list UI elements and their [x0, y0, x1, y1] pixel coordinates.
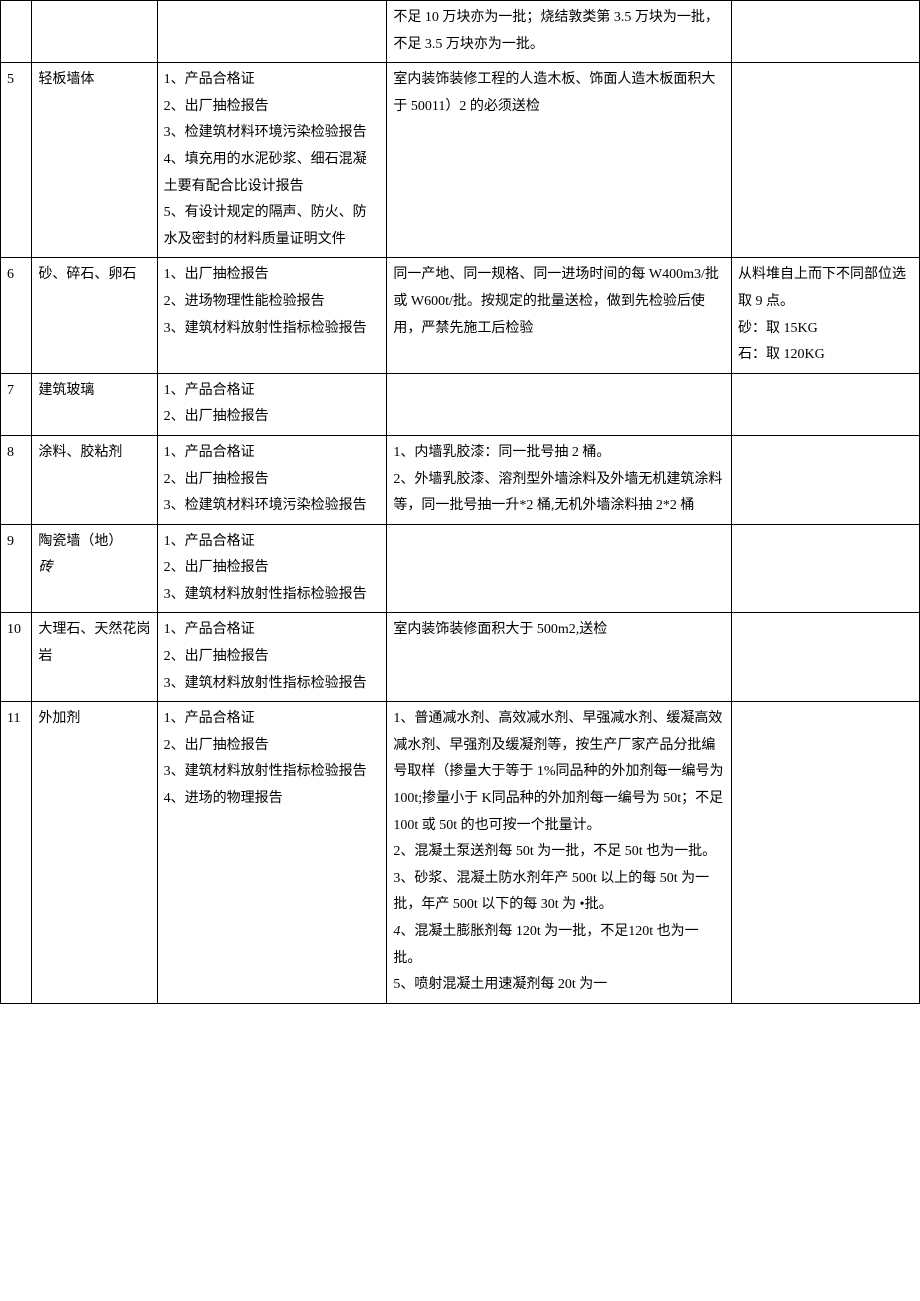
cell-name: 建筑玻璃 [32, 373, 157, 435]
cell-no: 10 [1, 613, 32, 702]
cell-no: 11 [1, 702, 32, 1004]
cell-note [732, 373, 920, 435]
batch-para-4-rest: 、混凝土膨胀剂每 120t 为一批，不足120t 也为一批。 [393, 924, 698, 966]
materials-table: 不足 10 万块亦为一批；烧结敦类第 3.5 万块为一批，不足 3.5 万块亦为… [0, 0, 920, 1004]
cell-batch: 室内装饰装修工程的人造木板、饰面人造木板面积大于 50011）2 的必须送检 [387, 63, 732, 258]
cell-note [732, 63, 920, 258]
table-row: 7 建筑玻璃 1、产品合格证2、出厂抽检报告 [1, 373, 920, 435]
cell-batch: 同一产地、同一规格、同一进场时间的每 W400m3/批或 W600t/批。按规定… [387, 258, 732, 373]
cell-name-line2: 砖 [38, 560, 52, 575]
cell-name [32, 1, 157, 63]
cell-docs: 1、产品合格证2、出厂抽检报告 [157, 373, 387, 435]
cell-note: 从料堆自上而下不同部位选取 9 点。砂：取 15KG石：取 120KG [732, 258, 920, 373]
cell-no [1, 1, 32, 63]
cell-docs [157, 1, 387, 63]
cell-docs: 1、产品合格证2、出厂抽检报告3、建筑材料放射性指标检验报告 [157, 613, 387, 702]
cell-docs: 1、产品合格证2、出厂抽检报告3、检建筑材料环境污染检验报告4、填充用的水泥砂浆… [157, 63, 387, 258]
table-row: 10 大理石、天然花岗岩 1、产品合格证2、出厂抽检报告3、建筑材料放射性指标检… [1, 613, 920, 702]
table-row: 9 陶瓷墙（地） 砖 1、产品合格证2、出厂抽检报告3、建筑材料放射性指标检验报… [1, 524, 920, 613]
cell-docs: 1、出厂抽检报告2、进场物理性能检验报告3、建筑材料放射性指标检验报告 [157, 258, 387, 373]
cell-name: 轻板墙体 [32, 63, 157, 258]
cell-batch [387, 373, 732, 435]
batch-para-2: 2、混凝土泵送剂每 50t 为一批，不足 50t 也为一批。 [393, 844, 716, 859]
cell-no: 9 [1, 524, 32, 613]
cell-note [732, 702, 920, 1004]
table-row: 11 外加剂 1、产品合格证2、出厂抽检报告3、建筑材料放射性指标检验报告4、进… [1, 702, 920, 1004]
cell-note [732, 524, 920, 613]
cell-name: 涂料、胶粘剂 [32, 435, 157, 524]
batch-para-5: 5、喷射混凝土用速凝剂每 20t 为一 [393, 977, 607, 992]
cell-no: 8 [1, 435, 32, 524]
cell-no: 6 [1, 258, 32, 373]
table-row: 不足 10 万块亦为一批；烧结敦类第 3.5 万块为一批，不足 3.5 万块亦为… [1, 1, 920, 63]
cell-name: 陶瓷墙（地） 砖 [32, 524, 157, 613]
batch-para-1: 1、普通减水剂、高效减水剂、早强减水剂、缓凝高效减水剂、早强剂及缓凝剂等，按生产… [393, 711, 723, 832]
batch-para-3: 3、砂浆、混凝土防水剂年产 500t 以上的每 50t 为一批，年产 500t … [393, 871, 709, 913]
cell-batch: 不足 10 万块亦为一批；烧结敦类第 3.5 万块为一批，不足 3.5 万块亦为… [387, 1, 732, 63]
cell-name: 大理石、天然花岗岩 [32, 613, 157, 702]
cell-no: 5 [1, 63, 32, 258]
cell-no: 7 [1, 373, 32, 435]
cell-note [732, 613, 920, 702]
cell-docs: 1、产品合格证2、出厂抽检报告3、建筑材料放射性指标检验报告 [157, 524, 387, 613]
cell-name-line1: 陶瓷墙（地） [38, 534, 122, 549]
table-row: 8 涂料、胶粘剂 1、产品合格证2、出厂抽检报告3、检建筑材料环境污染检验报告 … [1, 435, 920, 524]
cell-batch [387, 524, 732, 613]
cell-note [732, 435, 920, 524]
table-row: 6 砂、碎石、卵石 1、出厂抽检报告2、进场物理性能检验报告3、建筑材料放射性指… [1, 258, 920, 373]
cell-batch: 1、普通减水剂、高效减水剂、早强减水剂、缓凝高效减水剂、早强剂及缓凝剂等，按生产… [387, 702, 732, 1004]
cell-docs: 1、产品合格证2、出厂抽检报告3、建筑材料放射性指标检验报告4、进场的物理报告 [157, 702, 387, 1004]
cell-name: 砂、碎石、卵石 [32, 258, 157, 373]
cell-batch: 1、内墙乳胶漆：同一批号抽 2 桶。2、外墙乳胶漆、溶剂型外墙涂料及外墙无机建筑… [387, 435, 732, 524]
table-row: 5 轻板墙体 1、产品合格证2、出厂抽检报告3、检建筑材料环境污染检验报告4、填… [1, 63, 920, 258]
cell-batch: 室内装饰装修面积大于 500m2,送检 [387, 613, 732, 702]
cell-docs: 1、产品合格证2、出厂抽检报告3、检建筑材料环境污染检验报告 [157, 435, 387, 524]
cell-name: 外加剂 [32, 702, 157, 1004]
cell-note [732, 1, 920, 63]
